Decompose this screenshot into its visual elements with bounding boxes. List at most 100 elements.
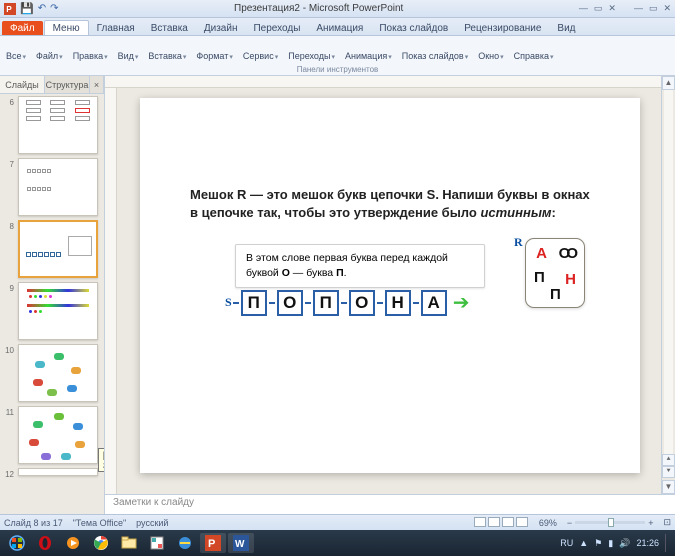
tab-slideshow[interactable]: Показ слайдов — [371, 21, 456, 35]
thumb-10[interactable]: 10 — [4, 344, 100, 402]
ribbon-tabs: Файл Меню Главная Вставка Дизайн Переход… — [0, 18, 675, 36]
vertical-scrollbar[interactable]: ▲ ⯅⯆ ▼ — [661, 76, 675, 494]
opera-icon[interactable] — [32, 533, 58, 553]
tab-animations[interactable]: Анимация — [308, 21, 371, 35]
status-lang[interactable]: русский — [136, 518, 168, 528]
thumb-tooltip: [Без заголовка] — [98, 448, 104, 472]
status-bar: Слайд 8 из 17 "Тема Office" русский 69% … — [0, 514, 675, 530]
tab-file[interactable]: Файл — [2, 21, 43, 35]
svg-text:W: W — [235, 539, 245, 550]
tab-slides[interactable]: Слайды — [0, 76, 45, 93]
word-taskbar-icon[interactable]: W — [228, 533, 254, 553]
tray-network-icon[interactable]: ▮ — [608, 538, 613, 549]
minimize-button[interactable]: — — [634, 3, 643, 14]
zoom-in-icon[interactable]: + — [648, 518, 653, 528]
zoom-slider[interactable]: − + — [567, 518, 654, 528]
tab-transitions[interactable]: Переходы — [245, 21, 308, 35]
fit-icon[interactable]: ⊡ — [663, 517, 671, 528]
menu-transitions[interactable]: Переходы — [288, 51, 335, 61]
tab-review[interactable]: Рецензирование — [456, 21, 549, 35]
slide-canvas[interactable]: Мешок R — это мешок букв цепочки S. Напи… — [105, 76, 675, 494]
window-controls: — ▭ ✕ — ▭ ✕ — [579, 3, 671, 14]
chain-cell-2: О — [277, 290, 303, 316]
bag-r: R А О О П Н П — [525, 238, 585, 308]
tab-home[interactable]: Главная — [89, 21, 143, 35]
chrome-icon[interactable] — [88, 533, 114, 553]
panel-close-icon[interactable]: × — [90, 76, 104, 93]
explorer-icon[interactable] — [116, 533, 142, 553]
thumb-6[interactable]: 6 — [4, 96, 100, 154]
tab-outline[interactable]: Структура — [45, 76, 90, 93]
tray-flag-icon[interactable]: ⚑ — [594, 538, 602, 549]
zoom-out-icon[interactable]: − — [567, 518, 572, 528]
next-slide-icon[interactable]: ⯆ — [662, 466, 675, 478]
horizontal-ruler — [105, 76, 661, 88]
menu-insert[interactable]: Вставка — [148, 51, 186, 61]
close-button[interactable]: ✕ — [663, 3, 671, 14]
window-title: Презентация2 - Microsoft PowerPoint — [58, 3, 578, 14]
slide[interactable]: Мешок R — это мешок букв цепочки S. Напи… — [140, 98, 640, 473]
menu-format[interactable]: Формат — [196, 51, 233, 61]
ribbon: Все Файл Правка Вид Вставка Формат Серви… — [0, 36, 675, 76]
ribbon-group-label: Панели инструментов — [297, 65, 379, 74]
thumb-8[interactable]: 8 — [4, 220, 100, 278]
tray-sound-icon[interactable]: 🔊 — [619, 538, 630, 549]
save-icon[interactable]: 💾 — [20, 2, 34, 15]
doc-maximize-button[interactable]: ▭ — [594, 3, 603, 14]
notes-pane[interactable]: Заметки к слайду — [105, 494, 675, 514]
scroll-up-icon[interactable]: ▲ — [662, 76, 675, 90]
chain-cell-1: П — [241, 290, 267, 316]
bag-letter: Н — [565, 271, 576, 288]
view-normal-icon[interactable] — [474, 517, 486, 527]
doc-minimize-button[interactable]: — — [579, 3, 588, 14]
svg-text:P: P — [6, 5, 12, 14]
menu-file[interactable]: Файл — [36, 51, 63, 61]
tab-menu[interactable]: Меню — [44, 20, 89, 35]
prev-slide-icon[interactable]: ⯅ — [662, 454, 675, 466]
powerpoint-taskbar-icon[interactable]: P — [200, 533, 226, 553]
bag-letter: П — [550, 286, 561, 303]
bag-label: R — [514, 235, 523, 250]
tab-design[interactable]: Дизайн — [196, 21, 246, 35]
doc-close-button[interactable]: ✕ — [608, 3, 616, 14]
bag-letter: П — [534, 269, 545, 286]
tab-insert[interactable]: Вставка — [143, 21, 196, 35]
tab-view[interactable]: Вид — [549, 21, 583, 35]
slide-panel: Слайды Структура × 6 7 8 9 10 11 — [0, 76, 105, 514]
thumbnails: 6 7 8 9 10 11 12 [Без загол — [0, 94, 104, 514]
scroll-down-icon[interactable]: ▼ — [662, 480, 675, 494]
show-desktop-button[interactable] — [665, 534, 671, 552]
maximize-button[interactable]: ▭ — [649, 3, 658, 14]
view-reading-icon[interactable] — [502, 517, 514, 527]
ie-icon[interactable] — [172, 533, 198, 553]
thumb-9[interactable]: 9 — [4, 282, 100, 340]
title-bar: P 💾 ↶ ↷ Презентация2 - Microsoft PowerPo… — [0, 0, 675, 18]
arrow-icon: ➔ — [453, 290, 470, 315]
bag-letter: О — [566, 245, 578, 262]
thumb-7[interactable]: 7 — [4, 158, 100, 216]
quick-access-toolbar: P 💾 ↶ ↷ — [4, 2, 58, 15]
workspace: Слайды Структура × 6 7 8 9 10 11 — [0, 76, 675, 514]
menu-animation[interactable]: Анимация — [345, 51, 392, 61]
menu-view[interactable]: Вид — [118, 51, 139, 61]
slide-panel-tabs: Слайды Структура × — [0, 76, 104, 94]
thumb-12[interactable]: 12 — [4, 468, 100, 479]
menu-edit[interactable]: Правка — [73, 51, 108, 61]
taskbar: P W RU ▲ ⚑ ▮ 🔊 21:26 — [0, 530, 675, 556]
view-sorter-icon[interactable] — [488, 517, 500, 527]
menu-all[interactable]: Все — [6, 51, 26, 61]
status-slide: Слайд 8 из 17 — [4, 518, 63, 528]
start-button[interactable] — [4, 533, 30, 553]
media-player-icon[interactable] — [60, 533, 86, 553]
menu-slideshow[interactable]: Показ слайдов — [402, 51, 468, 61]
zoom-level[interactable]: 69% — [539, 518, 557, 528]
menu-window[interactable]: Окно — [478, 51, 503, 61]
menu-service[interactable]: Сервис — [243, 51, 278, 61]
menu-help[interactable]: Справка — [514, 51, 554, 61]
view-slideshow-icon[interactable] — [516, 517, 528, 527]
chain-cell-6: А — [421, 290, 447, 316]
paint-icon[interactable] — [144, 533, 170, 553]
thumb-11[interactable]: 11 — [4, 406, 100, 464]
redo-icon[interactable]: ↷ — [50, 3, 58, 14]
undo-icon[interactable]: ↶ — [38, 3, 46, 14]
